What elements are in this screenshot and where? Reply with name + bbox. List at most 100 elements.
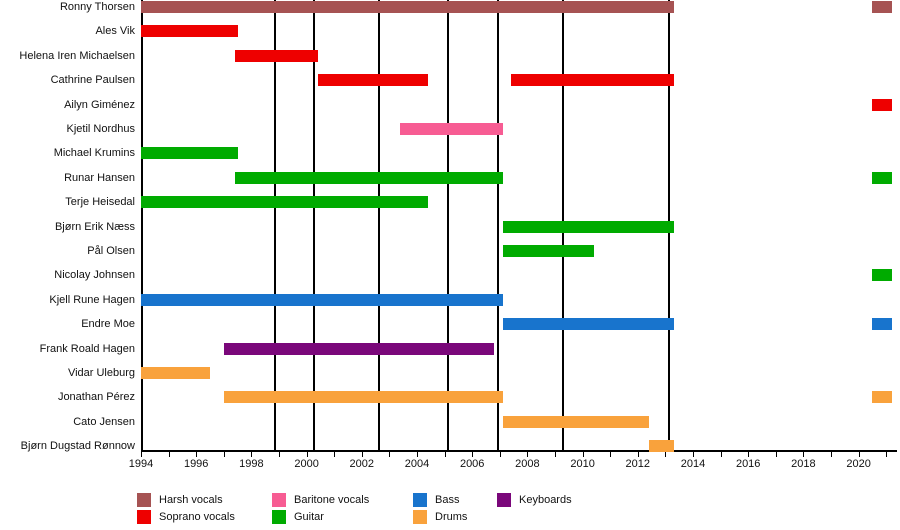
x-tick-label: 2008 bbox=[515, 458, 540, 470]
timeline-bar bbox=[872, 1, 892, 13]
legend-swatch-harsh-vocals bbox=[137, 493, 151, 507]
x-tick bbox=[665, 451, 667, 457]
timeline-bar bbox=[502, 245, 594, 257]
legend-label-harsh-vocals: Harsh vocals bbox=[159, 494, 223, 506]
timeline-bar bbox=[872, 318, 892, 331]
x-tick-label: 2004 bbox=[404, 458, 430, 470]
member-label: Kjell Rune Hagen bbox=[49, 293, 135, 306]
x-tick-label: 2002 bbox=[349, 458, 375, 470]
legend-label-guitar: Guitar bbox=[294, 511, 324, 523]
member-label: Vidar Uleburg bbox=[67, 367, 135, 379]
member-label: Ailyn Giménez bbox=[64, 98, 135, 111]
x-tick bbox=[389, 451, 391, 457]
x-tick-label: 2020 bbox=[846, 458, 871, 470]
legend-swatch-soprano-vocals bbox=[137, 510, 151, 524]
x-tick bbox=[306, 451, 308, 457]
member-label: Bjørn Dugstad Rønnow bbox=[20, 440, 135, 453]
x-tick bbox=[279, 451, 280, 457]
timeline-bar bbox=[502, 220, 674, 233]
x-tick-label: 2012 bbox=[625, 458, 651, 470]
x-tick bbox=[803, 451, 805, 457]
x-tick bbox=[886, 451, 888, 457]
member-label: Michael Krumins bbox=[53, 147, 135, 160]
x-tick bbox=[610, 451, 612, 457]
timeline-bar bbox=[502, 415, 649, 428]
album-release-line bbox=[377, 0, 380, 450]
legend-label-baritone-vocals: Baritone vocals bbox=[294, 494, 370, 506]
timeline-bar bbox=[141, 367, 210, 379]
member-label: Ronny Thorsen bbox=[59, 1, 135, 13]
legend-swatch-baritone-vocals bbox=[272, 493, 286, 507]
legend-swatch-drums bbox=[413, 510, 427, 524]
legend-swatch-guitar bbox=[272, 510, 286, 524]
x-tick bbox=[527, 451, 529, 457]
member-label: Frank Roald Hagen bbox=[39, 342, 135, 355]
legend-swatch-keyboards bbox=[497, 493, 511, 507]
album-release-line bbox=[273, 0, 276, 450]
x-tick-label: 1998 bbox=[239, 458, 264, 470]
x-tick-label: 2000 bbox=[294, 458, 319, 470]
member-label: Pål Olsen bbox=[87, 245, 135, 257]
timeline-bar bbox=[872, 269, 892, 282]
timeline-bar bbox=[141, 196, 429, 209]
album-release-line bbox=[313, 0, 316, 450]
timeline-bar bbox=[510, 74, 674, 87]
member-label: Nicolay Johnsen bbox=[54, 269, 135, 282]
album-release-line bbox=[496, 0, 499, 450]
x-tick bbox=[168, 451, 170, 457]
x-tick-label: 1994 bbox=[128, 458, 154, 470]
member-label: Terje Heisedal bbox=[65, 196, 135, 209]
x-tick bbox=[775, 451, 777, 457]
timeline-bar bbox=[141, 293, 503, 306]
x-tick bbox=[637, 451, 639, 457]
member-label: Cathrine Paulsen bbox=[50, 74, 135, 87]
legend-label-bass: Bass bbox=[435, 494, 460, 506]
x-tick bbox=[223, 451, 225, 457]
x-tick bbox=[472, 451, 474, 457]
x-tick-label: 2014 bbox=[680, 458, 706, 470]
y-axis-spine bbox=[141, 0, 143, 450]
x-tick bbox=[858, 451, 860, 457]
member-label: Ales Vik bbox=[95, 25, 135, 38]
x-tick bbox=[720, 451, 722, 457]
legend-swatch-bass bbox=[413, 493, 427, 507]
x-tick bbox=[555, 451, 556, 457]
x-axis-spine bbox=[141, 450, 897, 452]
x-tick-label: 1996 bbox=[183, 458, 209, 470]
x-tick bbox=[831, 451, 832, 457]
member-label: Kjetil Nordhus bbox=[66, 123, 135, 135]
x-tick bbox=[444, 451, 446, 457]
member-label: Jonathan Pérez bbox=[57, 391, 135, 404]
timeline-bar bbox=[223, 391, 503, 404]
timeline-bar bbox=[872, 391, 892, 404]
x-tick-label: 2016 bbox=[735, 458, 761, 470]
timeline-bar bbox=[141, 25, 238, 38]
member-label: Bjørn Erik Næss bbox=[54, 220, 135, 233]
x-tick-label: 2010 bbox=[570, 458, 595, 470]
member-label: Helena Iren Michaelsen bbox=[19, 49, 135, 62]
x-tick-label: 2006 bbox=[459, 458, 485, 470]
album-release-line bbox=[446, 0, 449, 450]
member-label: Cato Jensen bbox=[73, 415, 135, 428]
timeline-bar bbox=[648, 440, 674, 453]
member-label: Runar Hansen bbox=[64, 171, 135, 184]
timeline-bar bbox=[317, 74, 429, 87]
member-label: Endre Moe bbox=[81, 318, 135, 331]
x-tick bbox=[361, 451, 363, 457]
timeline-bar bbox=[234, 171, 503, 184]
x-tick bbox=[196, 451, 198, 457]
x-tick bbox=[748, 451, 750, 457]
x-tick bbox=[582, 451, 584, 457]
x-tick-label: 2018 bbox=[791, 458, 816, 470]
timeline-bar bbox=[872, 171, 892, 184]
timeline-bar bbox=[141, 147, 238, 160]
timeline-bar bbox=[872, 98, 892, 111]
timeline-bar bbox=[400, 123, 503, 135]
x-tick bbox=[141, 451, 142, 457]
x-tick bbox=[499, 451, 501, 457]
timeline-bar bbox=[223, 342, 495, 355]
x-tick bbox=[693, 451, 694, 457]
timeline-bar bbox=[502, 318, 674, 331]
legend-label-soprano-vocals: Soprano vocals bbox=[159, 511, 235, 523]
